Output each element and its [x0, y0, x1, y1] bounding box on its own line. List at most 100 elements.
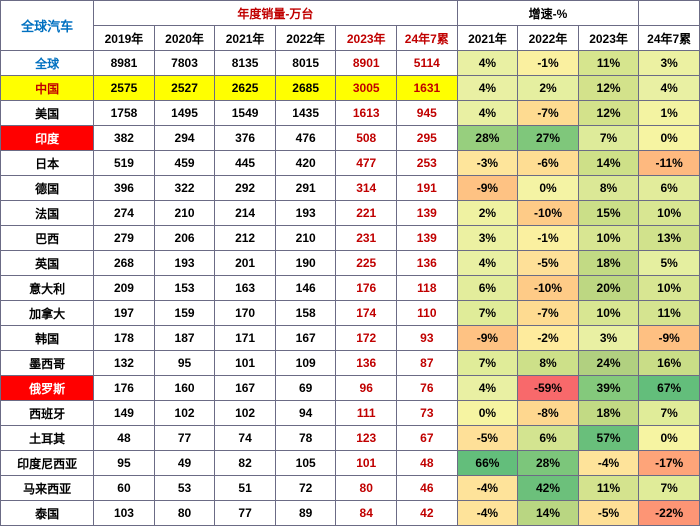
growth-cell: 10%	[639, 201, 700, 226]
sales-cell: 136	[336, 351, 397, 376]
sales-cell: 5114	[397, 51, 458, 76]
growth-cell: -1%	[518, 226, 579, 251]
sales-cell: 163	[215, 276, 276, 301]
growth-cell: -1%	[518, 51, 579, 76]
sales-cell: 508	[336, 126, 397, 151]
growth-cell: 18%	[578, 401, 639, 426]
row-name: 意大利	[1, 276, 94, 301]
sales-cell: 80	[336, 476, 397, 501]
sales-cell: 193	[154, 251, 215, 276]
sales-cell: 445	[215, 151, 276, 176]
year-sales-3: 2022年	[275, 26, 336, 51]
sales-cell: 1435	[275, 101, 336, 126]
growth-cell: 12%	[578, 101, 639, 126]
sales-cell: 210	[154, 201, 215, 226]
sales-cell: 274	[94, 201, 155, 226]
sales-cell: 82	[215, 451, 276, 476]
growth-cell: -8%	[518, 401, 579, 426]
sales-cell: 158	[275, 301, 336, 326]
growth-cell: 4%	[639, 76, 700, 101]
row-name: 俄罗斯	[1, 376, 94, 401]
sales-cell: 197	[94, 301, 155, 326]
growth-cell: 7%	[578, 126, 639, 151]
sales-cell: 2685	[275, 76, 336, 101]
growth-cell: 8%	[578, 176, 639, 201]
sales-cell: 396	[94, 176, 155, 201]
sales-cell: 105	[275, 451, 336, 476]
sales-cell: 53	[154, 476, 215, 501]
sales-cell: 2527	[154, 76, 215, 101]
growth-cell: 7%	[457, 301, 518, 326]
sales-cell: 123	[336, 426, 397, 451]
sales-cell: 76	[397, 376, 458, 401]
growth-cell: 3%	[639, 51, 700, 76]
sales-cell: 1613	[336, 101, 397, 126]
growth-cell: 7%	[639, 476, 700, 501]
sales-cell: 8015	[275, 51, 336, 76]
sales-cell: 225	[336, 251, 397, 276]
growth-cell: 6%	[518, 426, 579, 451]
sales-cell: 110	[397, 301, 458, 326]
sales-cell: 291	[275, 176, 336, 201]
year-growth-3: 24年7累	[639, 26, 700, 51]
sales-cell: 1549	[215, 101, 276, 126]
sales-cell: 382	[94, 126, 155, 151]
group-sales: 年度销量-万台	[94, 1, 457, 26]
growth-cell: 4%	[457, 251, 518, 276]
growth-cell: 6%	[457, 276, 518, 301]
sales-cell: 159	[154, 301, 215, 326]
growth-cell: -6%	[518, 151, 579, 176]
row-name: 马来西亚	[1, 476, 94, 501]
growth-cell: 1%	[639, 101, 700, 126]
growth-cell: -5%	[518, 251, 579, 276]
growth-cell: 14%	[518, 501, 579, 526]
growth-cell: 8%	[518, 351, 579, 376]
sales-cell: 132	[94, 351, 155, 376]
row-name: 土耳其	[1, 426, 94, 451]
sales-cell: 60	[94, 476, 155, 501]
year-growth-2: 2023年	[578, 26, 639, 51]
sales-cell: 193	[275, 201, 336, 226]
sales-cell: 279	[94, 226, 155, 251]
growth-cell: 14%	[578, 151, 639, 176]
growth-cell: -22%	[639, 501, 700, 526]
growth-cell: 10%	[578, 301, 639, 326]
growth-cell: 7%	[457, 351, 518, 376]
growth-cell: 24%	[578, 351, 639, 376]
sales-cell: 171	[215, 326, 276, 351]
sales-cell: 295	[397, 126, 458, 151]
group-blank	[639, 1, 700, 26]
growth-cell: 11%	[639, 301, 700, 326]
growth-cell: 0%	[639, 426, 700, 451]
sales-cell: 95	[154, 351, 215, 376]
row-name: 中国	[1, 76, 94, 101]
growth-cell: 15%	[578, 201, 639, 226]
growth-cell: -59%	[518, 376, 579, 401]
growth-cell: 39%	[578, 376, 639, 401]
sales-cell: 170	[215, 301, 276, 326]
sales-cell: 103	[94, 501, 155, 526]
sales-cell: 101	[215, 351, 276, 376]
sales-cell: 167	[275, 326, 336, 351]
year-sales-0: 2019年	[94, 26, 155, 51]
sales-cell: 153	[154, 276, 215, 301]
growth-cell: 4%	[457, 76, 518, 101]
growth-cell: 42%	[518, 476, 579, 501]
row-name: 全球	[1, 51, 94, 76]
sales-cell: 77	[215, 501, 276, 526]
sales-cell: 945	[397, 101, 458, 126]
growth-cell: 3%	[578, 326, 639, 351]
sales-cell: 253	[397, 151, 458, 176]
sales-cell: 231	[336, 226, 397, 251]
year-sales-1: 2020年	[154, 26, 215, 51]
row-name: 巴西	[1, 226, 94, 251]
growth-cell: 3%	[457, 226, 518, 251]
sales-cell: 102	[154, 401, 215, 426]
row-name: 英国	[1, 251, 94, 276]
growth-cell: 28%	[518, 451, 579, 476]
growth-cell: 0%	[518, 176, 579, 201]
sales-cell: 87	[397, 351, 458, 376]
sales-cell: 160	[154, 376, 215, 401]
row-name: 韩国	[1, 326, 94, 351]
sales-cell: 172	[336, 326, 397, 351]
